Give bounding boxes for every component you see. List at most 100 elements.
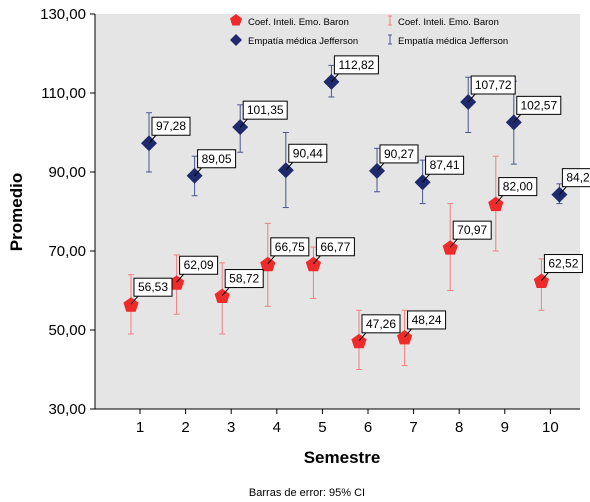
error-bar-baron bbox=[310, 246, 317, 299]
x-tick-label: 10 bbox=[542, 419, 559, 436]
data-label-box bbox=[498, 177, 538, 197]
x-tick-label: 6 bbox=[364, 419, 372, 436]
data-label-box bbox=[288, 143, 328, 163]
x-axis-title: Semestre bbox=[304, 448, 381, 467]
data-label-box bbox=[425, 155, 465, 175]
data-label-jefferson: 87,41 bbox=[430, 158, 460, 172]
data-point-baron bbox=[533, 273, 549, 288]
data-label-box bbox=[379, 144, 419, 164]
data-label-jefferson: 84,26 bbox=[566, 171, 590, 185]
data-label-leader bbox=[358, 332, 367, 342]
x-ticks: 1 2 3 4 5 6 7 8 9 10 bbox=[136, 409, 559, 436]
data-label-jefferson: 107,72 bbox=[475, 78, 512, 92]
data-label-jefferson: 90,44 bbox=[293, 146, 323, 160]
data-label-leader bbox=[449, 238, 458, 248]
data-label-leader bbox=[313, 255, 321, 265]
data-point-baron bbox=[397, 330, 413, 345]
data-label-leader bbox=[148, 134, 157, 144]
data-label-leader bbox=[221, 287, 230, 296]
x-tick-label: 9 bbox=[501, 419, 509, 436]
x-tick-label: 5 bbox=[318, 419, 326, 436]
data-label-leader bbox=[541, 272, 549, 281]
data-label-box bbox=[407, 310, 447, 330]
legend-marker-jefferson-diamond bbox=[230, 34, 242, 46]
data-label-jefferson: 112,82 bbox=[338, 58, 374, 72]
data-label-leader bbox=[331, 73, 339, 83]
legend-errorbar-jefferson bbox=[388, 34, 392, 45]
data-label-leader bbox=[285, 161, 294, 171]
y-tick-label: 130,00 bbox=[40, 6, 86, 23]
data-label-baron: 66,77 bbox=[320, 240, 350, 254]
data-label-baron: 66,75 bbox=[275, 240, 305, 254]
data-point-baron bbox=[260, 256, 276, 272]
y-tick-label: 50,00 bbox=[48, 322, 86, 339]
data-label-baron: 56,53 bbox=[138, 280, 168, 294]
y-ticks: 30,00 50,00 70,00 90,00 110,00 130,00 bbox=[40, 6, 95, 418]
x-tick-label: 4 bbox=[273, 419, 281, 436]
data-label-leader bbox=[513, 114, 522, 123]
x-tick-label: 3 bbox=[227, 419, 235, 436]
data-label-leader bbox=[176, 273, 184, 283]
data-label-box bbox=[361, 314, 401, 334]
data-label-leader bbox=[376, 162, 385, 172]
data-label-box bbox=[133, 277, 173, 297]
data-label-box bbox=[315, 237, 355, 257]
x-tick-label: 1 bbox=[136, 419, 144, 436]
data-label-box bbox=[179, 255, 219, 275]
data-label-leader bbox=[559, 186, 567, 196]
data-label-baron: 47,26 bbox=[366, 317, 396, 331]
data-label-leader bbox=[404, 328, 412, 338]
data-label-box bbox=[452, 220, 492, 240]
x-tick-label: 2 bbox=[181, 419, 189, 436]
data-label-box bbox=[561, 168, 590, 188]
data-label-box bbox=[543, 254, 583, 274]
axes bbox=[94, 14, 580, 410]
x-tick-label: 7 bbox=[409, 419, 417, 436]
data-point-baron bbox=[214, 288, 230, 303]
data-label-leader bbox=[267, 255, 276, 265]
data-labels: 56,53 62,09 58,72 66,75 66,77 47,26 48,24 70,97… bbox=[130, 55, 590, 342]
data-point-baron bbox=[169, 275, 185, 290]
data-label-box bbox=[197, 149, 237, 169]
y-axis-title: Promedio bbox=[7, 173, 26, 251]
data-point-baron bbox=[488, 196, 504, 212]
data-label-leader bbox=[194, 167, 202, 177]
data-label-baron: 58,72 bbox=[229, 272, 259, 286]
data-label-leader bbox=[467, 93, 476, 103]
data-point-baron bbox=[305, 256, 321, 272]
legend-errorbar-baron bbox=[388, 15, 392, 26]
data-point-baron bbox=[123, 297, 139, 312]
data-label-jefferson: 102,57 bbox=[520, 98, 557, 112]
data-label-baron: 62,09 bbox=[184, 258, 214, 272]
data-label-baron: 48,24 bbox=[412, 313, 442, 327]
data-point-baron bbox=[351, 333, 367, 349]
legend-label-baron-marker: Coef. Inteli. Emo. Baron bbox=[248, 17, 349, 28]
data-label-box bbox=[333, 55, 379, 75]
data-label-leader bbox=[130, 295, 139, 305]
legend: Coef. Inteli. Emo. Baron Empatía médica … bbox=[230, 14, 508, 47]
y-tick-label: 30,00 bbox=[48, 401, 86, 418]
data-label-baron: 70,97 bbox=[457, 223, 487, 237]
data-label-box bbox=[224, 269, 264, 289]
x-tick-label: 8 bbox=[455, 419, 463, 436]
legend-marker-baron-pentagon bbox=[230, 14, 242, 26]
data-point-baron bbox=[442, 240, 458, 255]
chart-footnote: Barras de error: 95% CI bbox=[249, 487, 365, 499]
data-label-box bbox=[470, 75, 516, 95]
legend-label-jefferson-marker: Empatía médica Jefferson bbox=[248, 36, 358, 47]
data-label-box bbox=[516, 95, 562, 115]
data-label-leader bbox=[422, 173, 430, 183]
y-tick-label: 90,00 bbox=[48, 164, 86, 181]
y-tick-label: 70,00 bbox=[48, 243, 86, 260]
y-tick-label: 110,00 bbox=[41, 85, 86, 102]
data-label-jefferson: 97,28 bbox=[156, 119, 186, 133]
data-label-leader bbox=[239, 118, 248, 128]
data-label-box bbox=[151, 116, 191, 136]
legend-label-jefferson-errorbar: Empatía médica Jefferson bbox=[398, 36, 508, 47]
data-label-box bbox=[242, 100, 288, 120]
data-label-box bbox=[270, 237, 310, 257]
data-label-jefferson: 90,27 bbox=[384, 147, 414, 161]
data-label-baron: 82,00 bbox=[503, 180, 533, 194]
data-label-jefferson: 101,35 bbox=[247, 103, 284, 117]
